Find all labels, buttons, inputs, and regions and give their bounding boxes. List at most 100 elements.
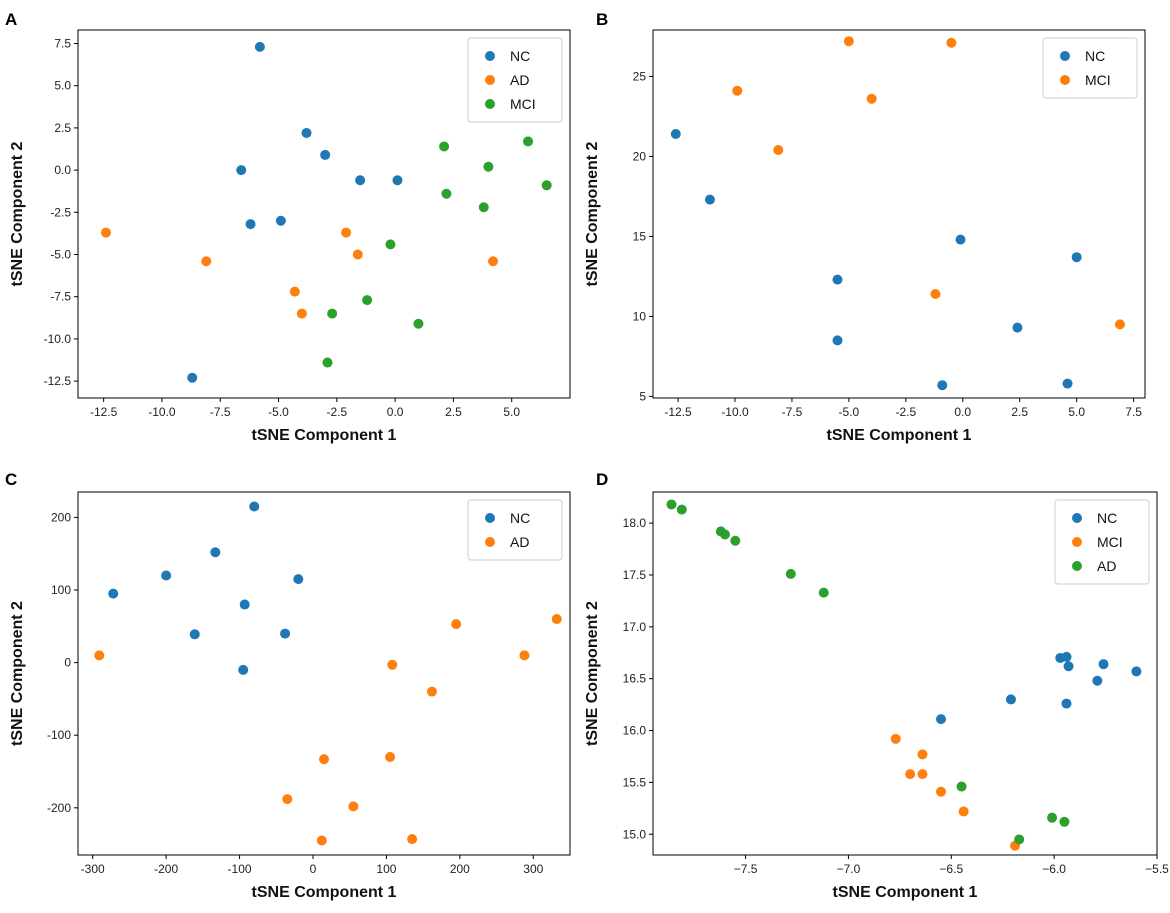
x-axis-label: tSNE Component 1: [827, 427, 972, 444]
x-tick-label: −5.5: [1145, 862, 1169, 876]
data-point: [254, 41, 265, 52]
legend-marker: [1072, 537, 1082, 547]
data-point: [773, 145, 784, 155]
data-point: [236, 165, 247, 176]
data-point: [930, 289, 941, 299]
data-point: [239, 599, 250, 610]
y-tick-label: -5.0: [50, 248, 71, 262]
x-tick-label: 7.5: [1125, 405, 1142, 419]
x-tick-label: 0.0: [387, 405, 404, 419]
data-point: [387, 659, 398, 670]
data-point: [519, 650, 530, 661]
legend-label: NC: [510, 510, 530, 526]
data-point: [946, 37, 957, 48]
legend-label: MCI: [1085, 72, 1111, 88]
panel-letter: B: [596, 10, 608, 29]
legend-label: MCI: [510, 96, 536, 112]
data-point: [245, 219, 256, 230]
data-point: [322, 357, 333, 368]
data-point: [1098, 659, 1109, 670]
data-point: [341, 227, 352, 238]
x-tick-label: 200: [450, 862, 470, 876]
x-tick-label: -7.5: [782, 405, 803, 419]
axes-frame: [77, 29, 571, 399]
legend-label: AD: [510, 72, 529, 88]
data-point: [936, 786, 946, 797]
x-tick-label: -10.0: [148, 405, 176, 419]
data-point: [327, 308, 338, 319]
x-tick-label: 2.5: [445, 405, 462, 419]
data-point: [210, 547, 221, 558]
data-point: [1092, 675, 1103, 686]
x-tick-label: −7.0: [837, 862, 861, 876]
y-tick-label: 15.0: [623, 827, 647, 841]
data-point: [523, 136, 534, 147]
data-point: [670, 129, 681, 139]
legend-marker: [485, 99, 495, 109]
data-point: [843, 36, 854, 47]
panel-letter: D: [596, 470, 608, 489]
series-mci: [732, 36, 1125, 330]
data-point: [936, 714, 946, 725]
data-point: [551, 614, 562, 625]
series-nc: [670, 129, 1082, 391]
y-tick-label: 20: [633, 149, 647, 163]
x-tick-label: 2.5: [1011, 405, 1028, 419]
x-tick-label: 100: [376, 862, 396, 876]
data-point: [187, 372, 198, 383]
legend-label: NC: [510, 48, 530, 64]
y-tick-label: 200: [51, 510, 71, 524]
legend-label: AD: [1097, 558, 1116, 574]
y-tick-label: 100: [51, 583, 71, 597]
x-tick-label: -5.0: [268, 405, 289, 419]
data-point: [1063, 661, 1074, 672]
legend: NC MCI AD: [1054, 499, 1150, 585]
data-point: [94, 650, 105, 661]
y-axis-label: tSNE Component 2: [9, 141, 26, 286]
panel-d: D −7.5 −7.0 −6.5 −6.0 −5.5 18.0 17.5 17.0 16.5 16.…: [584, 470, 1169, 901]
data-point: [1014, 834, 1025, 845]
x-axis-label: tSNE Component 1: [252, 427, 397, 444]
y-tick-label: 25: [633, 69, 647, 83]
y-tick-label: -12.5: [44, 374, 72, 388]
x-tick-label: -7.5: [210, 405, 231, 419]
data-point: [666, 499, 677, 510]
legend-marker: [1072, 513, 1082, 523]
data-point: [785, 568, 796, 579]
legend-marker: [1072, 561, 1082, 571]
y-tick-label: 17.5: [623, 568, 647, 582]
data-point: [100, 227, 111, 238]
y-tick-label: -100: [47, 728, 71, 742]
legend-marker: [1060, 75, 1070, 85]
legend-label: NC: [1097, 510, 1117, 526]
data-point: [1059, 816, 1070, 827]
data-point: [280, 628, 291, 639]
data-point: [189, 629, 200, 640]
series-ad: [94, 614, 562, 846]
data-point: [293, 574, 304, 585]
data-point: [832, 335, 843, 346]
data-point: [488, 256, 499, 267]
x-tick-label: -2.5: [326, 405, 347, 419]
data-point: [1071, 252, 1082, 263]
y-axis-label: tSNE Component 2: [584, 601, 601, 746]
data-point: [1131, 666, 1142, 677]
series-mci: [322, 111, 552, 368]
y-tick-label: -200: [47, 801, 71, 815]
y-axis-label: tSNE Component 2: [584, 141, 601, 286]
panel-c: C -300 -200 -100 0 100 200 300 200 100 0 -100 -200 tS…: [5, 470, 571, 901]
data-point: [319, 754, 329, 765]
data-point: [385, 751, 396, 762]
y-tick-label: -10.0: [44, 332, 72, 346]
data-point: [730, 535, 741, 546]
data-point: [413, 318, 424, 329]
x-tick-label: -12.5: [664, 405, 692, 419]
data-point: [316, 835, 327, 846]
data-point: [1047, 812, 1058, 823]
series-nc: [108, 501, 304, 675]
data-point: [352, 249, 363, 260]
legend: NC MCI: [1042, 37, 1138, 99]
data-point: [483, 161, 494, 172]
data-point: [1114, 319, 1125, 330]
x-tick-label: −6.5: [939, 862, 963, 876]
